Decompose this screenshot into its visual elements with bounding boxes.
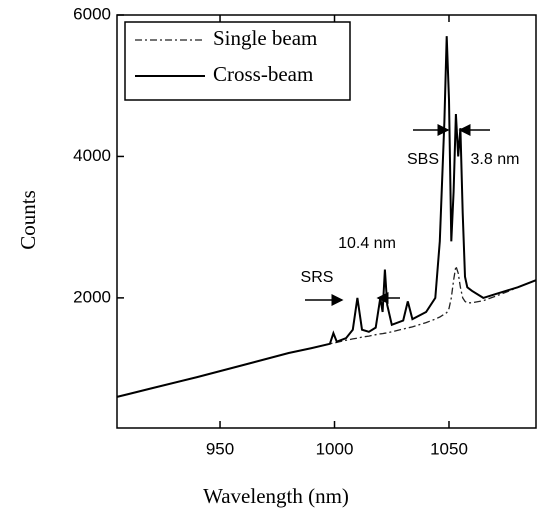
legend-label: Cross-beam [213, 62, 313, 86]
legend: Single beam Cross-beam [124, 21, 351, 101]
legend-box [124, 21, 351, 101]
annotation: 10.4 nm [338, 235, 396, 252]
legend-label: Single beam [213, 26, 317, 50]
series-line [116, 36, 537, 398]
annotation: SRS [301, 269, 334, 286]
series-line [116, 265, 537, 398]
plot-frame [116, 14, 537, 429]
x-tick-label: 950 [206, 439, 234, 458]
x-axis-title: Wavelength (nm) [203, 484, 349, 508]
x-tick-label: 1050 [430, 439, 468, 458]
annotation: SBS [407, 151, 439, 168]
y-tick-label: 2000 [73, 287, 111, 306]
annotation: 3.8 nm [471, 151, 520, 168]
y-axis-title: Counts [16, 190, 40, 250]
y-tick-label: 4000 [73, 146, 111, 165]
y-tick-label: 6000 [73, 4, 111, 23]
x-tick-label: 1000 [316, 439, 354, 458]
